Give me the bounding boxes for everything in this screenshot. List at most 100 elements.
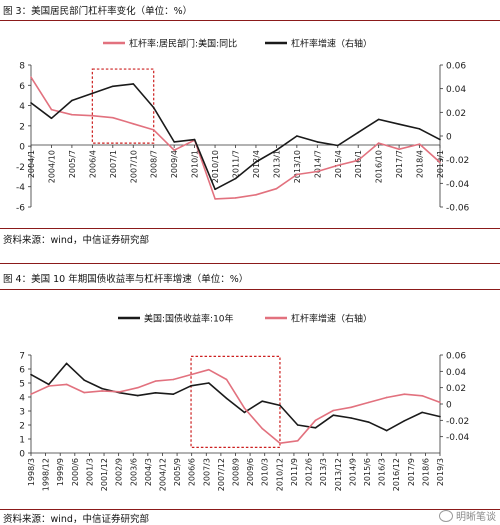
left-tick-label: 1 [19,436,25,446]
x-tick-label: 2013/10 [293,150,302,183]
series-point-0 [83,379,86,381]
x-tick-label: 2018/6 [421,458,430,486]
series-point-0 [154,392,157,394]
series-point-1 [83,391,86,394]
source-note: 资料来源：wind，中信证券研究部 [3,235,149,246]
left-tick-label: 7 [19,352,25,362]
series-point-0 [279,404,281,407]
series-point-1 [112,85,114,88]
series-point-0 [439,161,441,164]
series-point-1 [208,368,210,371]
x-tick-label: 2016/12 [392,458,401,491]
series-point-0 [377,142,380,144]
x-tick-label: 2007/3 [202,458,211,486]
series-point-1 [296,135,298,137]
chart-figure-3: 图 3：美国居民部门杠杆率变化（单位：%） -6 -4 -2 0 2 4 6 8 -0.06 -0… [0,0,500,262]
series-point-0 [234,197,237,199]
x-tick-label: 2013/1 [272,150,281,178]
x-tick-label: 2018/4 [416,150,425,178]
series-point-1 [152,106,155,109]
series-point-0 [225,397,228,400]
source-rule [0,228,500,229]
line-chart-figure-3: -6 -4 -2 0 2 4 6 8 -0.06 -0.04 -0.02 0 0.02 0.04 0.06 2… [16,38,470,214]
left-tick-label: 3 [19,408,25,418]
source-rule [0,509,500,510]
series-point-0 [314,427,317,429]
series-point-1 [65,383,68,386]
x-tick-label: 2005/7 [68,150,77,178]
right-tick-label: 0.02 [446,109,466,119]
series-point-0 [65,362,68,365]
x-tick-label: 2014/9 [348,458,357,486]
series-point-1 [261,427,263,430]
series-point-0 [421,411,424,414]
x-tick-label: 2016/3 [378,458,387,486]
x-tick-label: 2019/1 [436,150,445,178]
series-point-1 [193,138,196,141]
x-tick-label: 2011/7 [232,150,241,178]
series-point-0 [47,383,50,386]
series-point-0 [332,414,335,416]
legend-label: 杠杆率增速（右轴） [291,38,372,50]
series-point-0 [136,394,139,397]
series-point-1 [336,144,339,147]
series-point-1 [385,396,388,399]
series-point-0 [255,194,257,196]
x-tick-label: 2006/6 [188,458,197,486]
left-tick-label: 4 [19,102,25,112]
series-point-1 [377,118,380,121]
series-point-0 [336,164,339,167]
x-tick-label: 2010/12 [275,458,284,491]
x-tick-label: 2008/7 [150,150,159,178]
right-tick-label: 0.06 [446,62,466,72]
x-tick-label: 2007/10 [129,150,138,183]
x-tick-label: 2015/4 [334,150,343,178]
x-tick-label: 2016/10 [375,150,384,183]
x-tick-label: 2017/9 [407,458,416,486]
highlight-box [91,68,155,144]
x-tick-label: 2004/12 [158,458,167,491]
series-point-0 [91,114,94,117]
x-tick-label: 2005/9 [173,458,182,486]
chart-figure-4: 图 4：美国 10 年期国债收益率与杠杆率增速（单位：%） 0 1 2 3 4 5 6 7 -0… [0,263,500,525]
series-point-1 [418,128,421,130]
x-tick-label: 2017/7 [395,150,404,178]
x-tick-label: 2004/1 [27,150,36,178]
series-point-1 [255,161,257,163]
x-tick-label: 2001/3 [85,458,94,486]
x-tick-label: 2013/12 [334,458,343,491]
right-tick-label: 0.04 [446,368,466,378]
x-tick-label: 2010/3 [261,458,270,486]
right-tick-label: -0.06 [446,204,470,214]
series-point-1 [30,102,32,104]
right-tick-label: -0.04 [446,433,470,443]
series-point-1 [243,407,246,409]
series-point-0 [243,411,246,414]
series-point-0 [132,123,135,125]
series-point-1 [421,395,424,397]
chart-title: 图 4：美国 10 年期国债收益率与杠杆率增速（单位：%） [3,274,249,285]
x-tick-label: 2013/3 [319,458,328,486]
source-note: 资料来源：wind，中信证券研究部 [3,514,149,525]
series-point-0 [101,387,103,390]
left-tick-label: 6 [19,82,25,92]
left-tick-label: 2 [19,122,25,132]
x-tick-label: 2011/9 [290,458,299,486]
legend-label: 杠杆率增速（右轴） [291,313,372,325]
series-line-1 [30,368,441,444]
series-point-1 [214,188,216,191]
series-point-1 [132,83,135,85]
series-point-0 [172,393,175,395]
x-tick-label: 2010/1 [191,150,200,178]
series-point-1 [30,393,32,395]
right-tick-label: -0.04 [446,180,470,190]
series-point-0 [190,385,192,387]
series-point-0 [214,198,216,200]
series-point-1 [119,390,121,393]
x-tick-label: 2009/4 [170,150,179,178]
x-tick-label: 2012/4 [252,150,261,178]
x-tick-label: 1999/9 [56,458,65,486]
title-rule [0,20,500,21]
x-tick-label: 2004/3 [144,458,153,486]
left-tick-label: 4 [19,394,25,404]
